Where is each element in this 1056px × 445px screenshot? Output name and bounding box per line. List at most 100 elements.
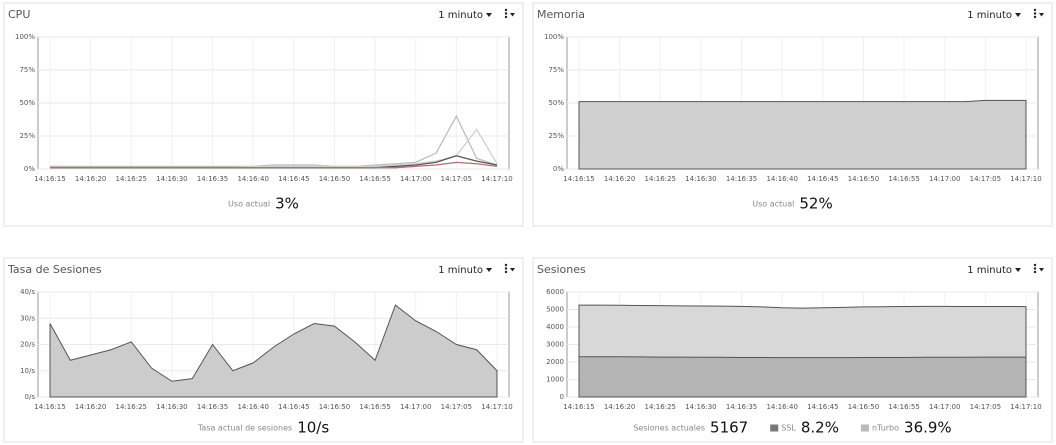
x-tick-label: 14:16:40 xyxy=(237,403,268,411)
menu-dot[interactable] xyxy=(1033,263,1037,267)
x-tick-label: 14:16:50 xyxy=(319,175,350,183)
menu-arrow xyxy=(1039,268,1044,272)
x-tick-label: 14:16:25 xyxy=(116,175,147,183)
period-selector[interactable]: 1 minuto xyxy=(967,10,1012,21)
menu-dot[interactable] xyxy=(1033,270,1037,274)
menu-arrow xyxy=(510,13,515,17)
x-tick-label: 14:16:35 xyxy=(726,403,757,411)
x-tick-label: 14:17:10 xyxy=(1010,175,1041,183)
menu-dot[interactable] xyxy=(1033,12,1037,15)
period-selector[interactable]: 1 minuto xyxy=(967,265,1012,276)
y-tick-label: 100% xyxy=(544,33,564,41)
y-tick-label: 25% xyxy=(548,132,564,140)
x-tick-label: 14:16:25 xyxy=(116,403,147,411)
x-tick-label: 14:16:15 xyxy=(563,403,594,411)
menu-dot[interactable] xyxy=(504,8,508,12)
x-tick-label: 14:16:45 xyxy=(278,403,309,411)
x-tick-label: 14:16:55 xyxy=(888,403,919,411)
y-tick-label: 20/s xyxy=(20,341,35,349)
menu-dot[interactable] xyxy=(504,270,508,274)
y-tick-label: 3000 xyxy=(546,341,564,349)
x-tick-label: 14:16:15 xyxy=(34,403,65,411)
x-tick-label: 14:16:45 xyxy=(807,403,838,411)
x-tick-label: 14:16:55 xyxy=(359,175,390,183)
menu-dot[interactable] xyxy=(1033,15,1037,19)
menu-dot[interactable] xyxy=(1033,8,1037,12)
x-tick-label: 14:16:20 xyxy=(604,403,635,411)
x-tick-label: 14:16:40 xyxy=(766,175,797,183)
x-tick-label: 14:16:30 xyxy=(156,403,187,411)
menu-dot[interactable] xyxy=(504,15,508,19)
period-selector[interactable]: 1 minuto xyxy=(438,10,483,21)
x-tick-label: 14:17:00 xyxy=(929,175,960,183)
footer-value: 3% xyxy=(275,195,299,213)
footer-value: 5167 xyxy=(710,419,748,437)
footer-label: SSL xyxy=(781,424,796,433)
legend-swatch xyxy=(770,424,779,432)
y-tick-label: 6000 xyxy=(546,288,564,296)
panel-title: Sesiones xyxy=(537,263,586,276)
footer-value: 8.2% xyxy=(801,419,839,437)
menu-arrow xyxy=(510,268,515,272)
panel-title: Tasa de Sesiones xyxy=(7,263,102,276)
y-tick-label: 75% xyxy=(548,66,564,74)
x-tick-label: 14:16:30 xyxy=(156,175,187,183)
menu-dot[interactable] xyxy=(504,263,508,267)
y-tick-label: 5000 xyxy=(546,306,564,314)
menu-dot[interactable] xyxy=(1033,267,1037,270)
y-tick-label: 50% xyxy=(548,99,564,107)
x-tick-label: 14:16:45 xyxy=(278,175,309,183)
x-tick-label: 14:16:50 xyxy=(848,403,879,411)
footer-value: 36.9% xyxy=(904,419,952,437)
y-tick-label: 30/s xyxy=(20,314,35,322)
x-tick-label: 14:16:20 xyxy=(75,175,106,183)
x-tick-label: 14:16:40 xyxy=(766,403,797,411)
panel-title: CPU xyxy=(8,8,30,21)
y-tick-label: 0% xyxy=(24,165,35,173)
x-tick-label: 14:17:00 xyxy=(400,175,431,183)
y-tick-label: 40/s xyxy=(20,288,35,296)
y-tick-label: 0 xyxy=(560,393,564,401)
y-tick-label: 4000 xyxy=(546,323,564,331)
y-tick-label: 100% xyxy=(15,33,35,41)
y-tick-label: 10/s xyxy=(20,367,35,375)
area xyxy=(578,99,1027,170)
y-tick-label: 50% xyxy=(19,99,35,107)
x-tick-label: 14:16:20 xyxy=(604,175,635,183)
footer-label: nTurbo xyxy=(872,424,899,433)
x-tick-label: 14:16:50 xyxy=(848,175,879,183)
period-selector[interactable]: 1 minuto xyxy=(438,265,483,276)
x-tick-label: 14:16:35 xyxy=(197,175,228,183)
x-tick-label: 14:16:15 xyxy=(34,175,65,183)
x-tick-label: 14:16:55 xyxy=(359,403,390,411)
x-tick-label: 14:16:15 xyxy=(563,175,594,183)
x-tick-label: 14:17:10 xyxy=(1010,403,1041,411)
x-tick-label: 14:16:30 xyxy=(685,175,716,183)
footer-label: Tasa actual de sesiones xyxy=(197,424,292,433)
x-tick-label: 14:16:20 xyxy=(75,403,106,411)
dropdown-arrow xyxy=(1015,268,1021,272)
x-tick-label: 14:17:05 xyxy=(970,175,1001,183)
x-tick-label: 14:17:05 xyxy=(970,403,1001,411)
panel-title: Memoria xyxy=(537,8,585,21)
menu-dot[interactable] xyxy=(504,267,508,270)
x-tick-label: 14:17:05 xyxy=(441,403,472,411)
menu-dot[interactable] xyxy=(504,12,508,15)
y-tick-label: 2000 xyxy=(546,358,564,366)
line xyxy=(50,161,498,169)
line xyxy=(50,114,498,168)
x-tick-label: 14:17:10 xyxy=(481,175,512,183)
footer-value: 10/s xyxy=(297,419,329,437)
y-tick-label: 25% xyxy=(19,132,35,140)
x-tick-label: 14:16:25 xyxy=(645,403,676,411)
x-tick-label: 14:17:00 xyxy=(400,403,431,411)
x-tick-label: 14:17:00 xyxy=(929,403,960,411)
footer-label: Uso actual xyxy=(228,200,270,209)
footer-label: Sesiones actuales xyxy=(633,424,705,433)
legend-swatch xyxy=(860,424,869,432)
menu-arrow xyxy=(1039,13,1044,17)
x-tick-label: 14:16:30 xyxy=(685,403,716,411)
x-tick-label: 14:16:35 xyxy=(726,175,757,183)
dropdown-arrow xyxy=(486,268,492,272)
